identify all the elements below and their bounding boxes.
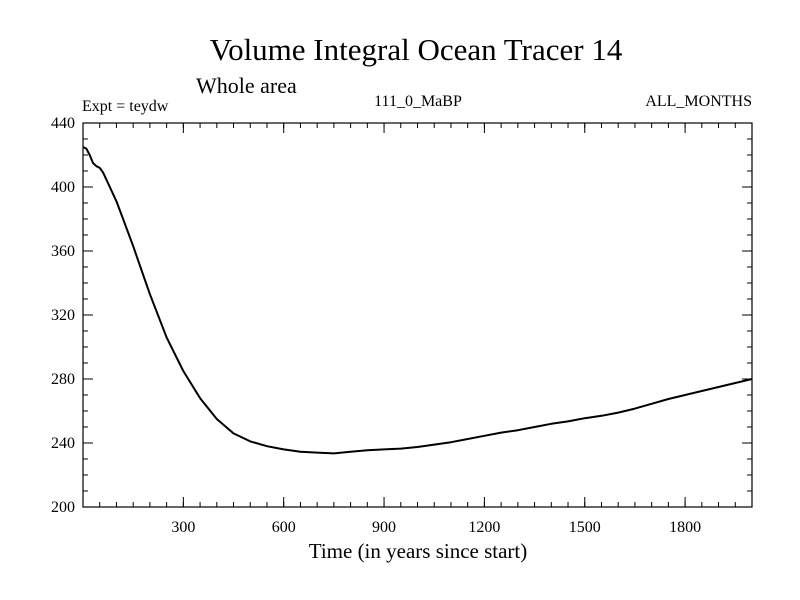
y-tick-label: 320 [51, 307, 75, 324]
y-tick-label: 240 [51, 435, 75, 452]
months-label: ALL_MONTHS [645, 93, 752, 110]
y-tick-label: 280 [51, 371, 75, 388]
y-tick-label: 400 [51, 179, 75, 196]
experiment-label: Expt = teydw [82, 98, 169, 115]
x-tick-label: 900 [372, 519, 396, 536]
y-tick-label: 440 [51, 115, 75, 132]
plot-frame [82, 122, 753, 508]
period-label: 111_0_MaBP [374, 93, 462, 110]
x-axis-label: Time (in years since start) [309, 539, 528, 563]
x-tick-label: 1500 [569, 519, 601, 536]
x-tick-label: 600 [272, 519, 296, 536]
chart-subtitle: Whole area [196, 73, 297, 98]
chart-title: Volume Integral Ocean Tracer 14 [210, 32, 623, 67]
series-line [82, 146, 753, 455]
y-tick-label: 200 [51, 499, 75, 516]
y-tick-label: 360 [51, 243, 75, 260]
x-tick-label: 1800 [669, 519, 701, 536]
x-tick-label: 300 [171, 519, 195, 536]
x-tick-label: 1200 [468, 519, 500, 536]
